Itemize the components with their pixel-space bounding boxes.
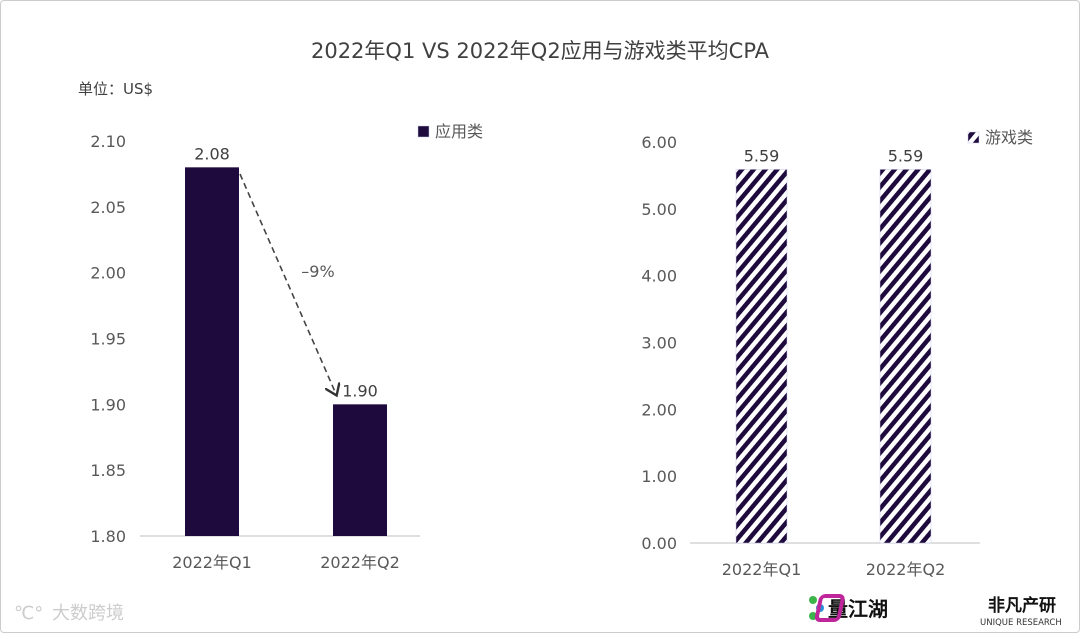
watermark-logo-icon: ℃° [14,603,43,624]
y-tick-label: 5.00 [641,200,677,219]
y-tick-label: 1.00 [641,467,677,486]
legend-swatch [417,125,430,138]
watermark-left: ℃° 大数跨境 [14,603,124,624]
bar-1 [185,167,239,537]
unique-research-logo-icon [814,594,845,622]
legend-swatch [967,131,980,144]
unit-label: 单位：US$ [78,80,153,98]
bar-2 [333,404,387,536]
watermark-left-text: 大数跨境 [52,603,124,624]
watermark-right2-text: 非凡产研 [988,595,1056,616]
y-tick-label: 2.00 [641,400,677,419]
y-tick-label: 2.05 [90,198,126,217]
y-tick-label: 3.00 [641,334,677,353]
change-arrow [239,173,336,394]
change-annotation: –9% [301,262,334,281]
y-tick-label: 1.85 [90,461,126,480]
chart-title: 2022年Q1 VS 2022年Q2应用与游戏类平均CPA [311,39,770,63]
legend-label: 游戏类 [985,128,1033,147]
data-label: 1.90 [342,381,378,400]
bar-2 [879,169,932,544]
watermark-right2-sub: UNIQUE RESEARCH [980,618,1062,628]
y-tick-label: 2.10 [90,132,126,151]
y-tick-label: 2.00 [90,264,126,283]
data-label: 5.59 [744,146,780,165]
x-tick-label: 2022年Q1 [172,553,252,572]
y-tick-label: 6.00 [641,133,677,152]
x-tick-label: 2022年Q2 [320,553,400,572]
y-tick-label: 4.00 [641,267,677,286]
data-label: 2.08 [194,144,230,163]
liangjianghu-logo-icon [809,596,817,604]
x-tick-label: 2022年Q1 [722,560,802,579]
y-tick-label: 0.00 [641,534,677,553]
watermark-right: 量江湖 非凡产研 UNIQUE RESEARCH [809,594,1062,628]
legend-label: 应用类 [435,122,483,141]
y-tick-label: 1.95 [90,330,126,349]
bar-1 [735,169,788,544]
data-label: 5.59 [888,146,924,165]
y-tick-label: 1.90 [90,395,126,414]
y-tick-label: 1.80 [90,527,126,546]
x-tick-label: 2022年Q2 [866,560,946,579]
